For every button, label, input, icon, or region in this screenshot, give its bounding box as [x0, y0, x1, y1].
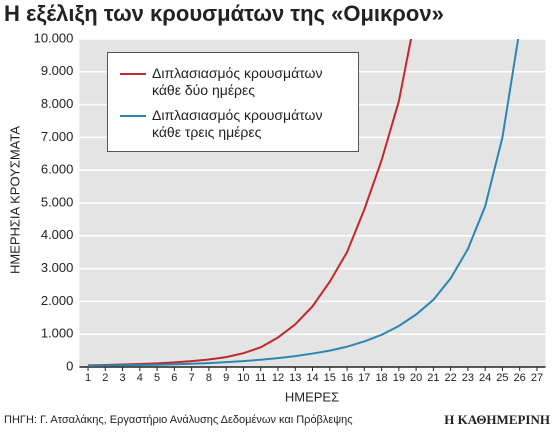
legend-label: Διπλασιασμός κρουσμάτων κάθε δύο ημέρες [152, 65, 323, 98]
x-tick-label: 6 [171, 372, 177, 384]
x-tick-label: 21 [427, 372, 439, 384]
x-tick-label: 16 [341, 372, 353, 384]
x-tick-label: 7 [189, 372, 195, 384]
x-tick-label: 10 [237, 372, 249, 384]
legend: Διπλασιασμός κρουσμάτων κάθε δύο ημέρες Δ… [107, 52, 359, 152]
x-tick-label: 25 [496, 372, 508, 384]
x-tick-label: 5 [154, 372, 160, 384]
x-tick-label: 20 [410, 372, 422, 384]
x-tick-label: 18 [375, 372, 387, 384]
source: ΠΗΓΗ: Γ. Ατσαλάκης, Εργαστήριο Ανάλυσης … [4, 414, 353, 426]
x-tick-label: 23 [462, 372, 474, 384]
x-tick-label: 27 [531, 372, 543, 384]
x-tick-label: 4 [137, 372, 143, 384]
logo: Η ΚΑΘΗΜΕΡΙΝΗ [444, 412, 550, 427]
x-tick-label: 3 [120, 372, 126, 384]
y-tick-label: 10.000 [34, 30, 74, 45]
y-tick-label: 7.000 [41, 129, 74, 144]
y-tick-label: 8.000 [41, 96, 74, 111]
x-tick-label: 11 [255, 372, 266, 384]
legend-swatch [120, 115, 146, 117]
x-tick-label: 13 [289, 372, 301, 384]
x-tick-label: 17 [358, 372, 370, 384]
x-tick-label: 22 [445, 372, 457, 384]
y-tick-label: 4.000 [41, 227, 74, 242]
y-tick-label: 0 [66, 358, 73, 373]
x-tick-label: 1 [85, 372, 91, 384]
y-axis-label: ΗΜΕΡΗΣΙΑ ΚΡΟΥΣΜΑΤΑ [7, 126, 22, 274]
y-tick-label: 3.000 [41, 260, 74, 275]
x-tick-label: 14 [306, 372, 318, 384]
chart-title: Η εξέλιξη των κρουσμάτων της «Ομικρον» [4, 1, 444, 26]
legend-swatch [120, 73, 146, 75]
series-line [88, 39, 520, 367]
x-tick-label: 15 [324, 372, 336, 384]
x-tick-label: 9 [223, 372, 229, 384]
x-axis-label: ΗΜΕΡΕΣ [285, 389, 339, 404]
y-tick-label: 6.000 [41, 162, 74, 177]
legend-label: Διπλασιασμός κρουσμάτων κάθε τρεις ημέρε… [152, 107, 323, 140]
x-tick-label: 19 [393, 372, 405, 384]
x-tick-label: 12 [272, 372, 284, 384]
y-tick-label: 1.000 [41, 326, 74, 341]
x-tick-label: 8 [206, 372, 212, 384]
y-tick-label: 2.000 [41, 293, 74, 308]
y-tick-label: 9.000 [41, 63, 74, 78]
x-tick-label: 2 [102, 372, 108, 384]
y-tick-label: 5.000 [41, 194, 74, 209]
series-line [88, 39, 413, 367]
x-tick-label: 24 [479, 372, 491, 384]
x-tick-label: 26 [514, 372, 526, 384]
